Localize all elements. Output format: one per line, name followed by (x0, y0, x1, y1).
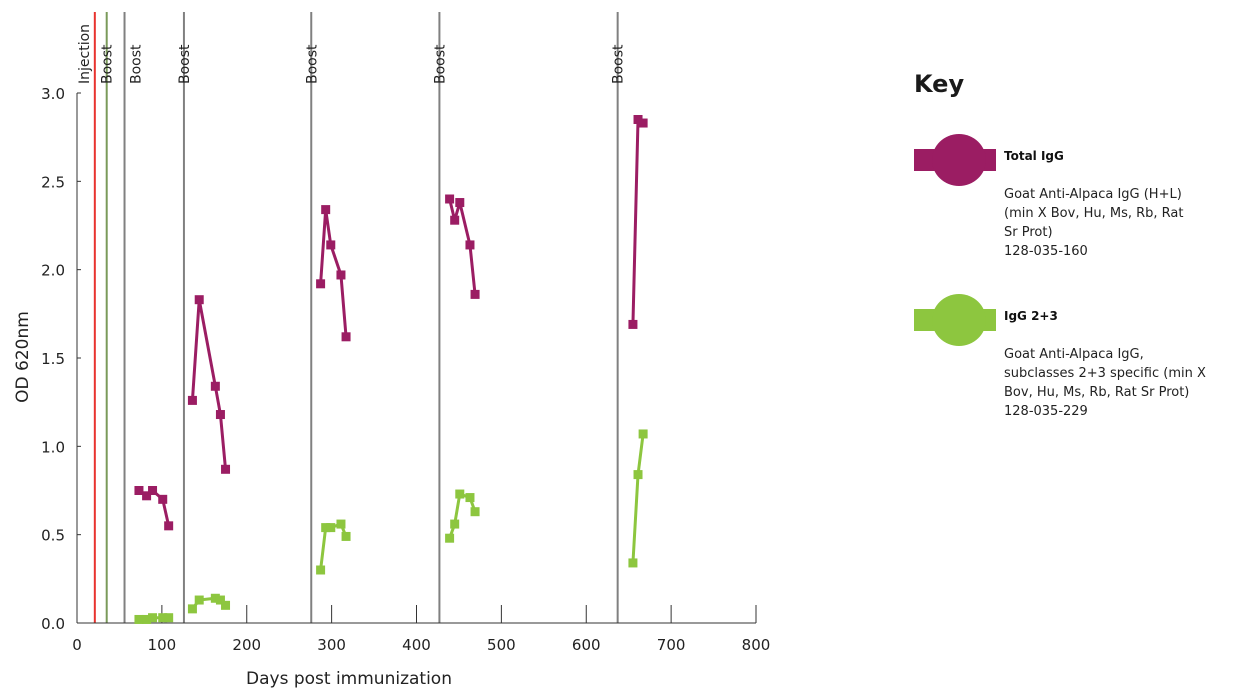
y-tick-label: 1.0 (41, 438, 65, 456)
event-label: Injection (77, 24, 93, 84)
event-label: Boost (611, 44, 627, 84)
data-point (321, 205, 331, 215)
series-line (631, 118, 644, 325)
data-point (194, 295, 204, 305)
data-point (316, 279, 326, 289)
igg-2-3-swatch (914, 294, 996, 348)
data-point (194, 595, 204, 605)
x-axis-label: Days post immunization (246, 669, 452, 689)
desc-line: subclasses 2+3 specific (min X (1004, 366, 1206, 381)
key-item-description: Goat Anti-Alpaca IgG (H+L) (min X Bov, H… (1004, 185, 1219, 261)
x-tick-label: 700 (657, 636, 686, 654)
data-point (158, 613, 168, 623)
x-tick-label: 200 (232, 636, 261, 654)
data-point (142, 614, 152, 624)
legend-key: Key Total IgG Goat Anti-Alpaca IgG (H+L)… (914, 70, 1214, 460)
data-point (187, 395, 197, 405)
igg-2-3-swatch-ball (932, 294, 986, 346)
event-label: Boost (304, 44, 320, 84)
desc-line: 128-035-160 (1004, 244, 1088, 259)
data-point (628, 558, 638, 568)
desc-line: Bov, Hu, Ms, Rb, Rat Sr Prot) (1004, 385, 1190, 400)
key-title: Key (914, 70, 965, 98)
data-point (164, 521, 174, 531)
data-point (455, 489, 465, 499)
data-point (633, 470, 643, 480)
axes: 0 100 200 300 400 500 600 700 800 0.0 0.5 1.0 1.5 2.0… (41, 85, 770, 654)
y-tick-label: 1.5 (41, 350, 65, 368)
data-point (341, 531, 351, 541)
y-tick-label: 0.0 (41, 615, 65, 633)
x-tick-label: 800 (742, 636, 771, 654)
data-point (465, 493, 475, 503)
desc-line: Goat Anti-Alpaca IgG (H+L) (1004, 187, 1182, 202)
data-point (321, 523, 331, 533)
x-tick-label: 600 (572, 636, 601, 654)
data-point (628, 319, 638, 329)
desc-line: Sr Prot) (1004, 225, 1053, 240)
key-item-name: Total IgG (1004, 149, 1064, 163)
x-tick-label: 100 (148, 636, 177, 654)
data-point (164, 613, 174, 623)
key-item-igg-2-3: IgG 2+3 Goat Anti-Alpaca IgG, subclasses… (914, 294, 1214, 420)
desc-line: 128-035-229 (1004, 404, 1088, 419)
desc-line: (min X Bov, Hu, Ms, Rb, Rat (1004, 206, 1184, 221)
series-line (190, 298, 228, 470)
data-point (336, 270, 346, 280)
data-point (134, 486, 144, 495)
od-chart: Injection Boost Boost Boost Boost Boost Boost … (13, 12, 770, 689)
series-line (631, 433, 645, 564)
y-tick-label: 3.0 (41, 85, 65, 103)
data-point (470, 507, 480, 517)
data-point (326, 523, 336, 533)
x-tick-label: 400 (402, 636, 431, 654)
x-tick-label: 500 (487, 636, 516, 654)
data-point (465, 240, 475, 250)
key-item-name: IgG 2+3 (1004, 309, 1058, 323)
data-point (341, 332, 351, 342)
data-point (215, 410, 225, 420)
data-point (638, 118, 648, 128)
data-point (336, 519, 346, 529)
data-point (450, 215, 460, 225)
data-point (158, 494, 168, 504)
data-point (455, 198, 465, 208)
key-item-total-igg: Total IgG Goat Anti-Alpaca IgG (H+L) (mi… (914, 134, 1214, 260)
event-label: Boost (177, 44, 193, 84)
y-tick-label: 2.0 (41, 262, 65, 280)
total-igg-swatch (914, 134, 996, 188)
data-point (470, 289, 480, 299)
data-point (210, 381, 220, 391)
event-label: Boost (129, 44, 145, 84)
data-point (187, 604, 197, 614)
data-point (221, 600, 231, 610)
data-point (148, 613, 158, 623)
y-tick-label: 0.5 (41, 527, 65, 545)
data-point (210, 593, 220, 603)
desc-line: Goat Anti-Alpaca IgG, (1004, 347, 1144, 362)
data-point (633, 115, 643, 124)
data-point (142, 491, 152, 501)
data-point (445, 194, 455, 204)
data-point (445, 533, 455, 543)
x-tick-label: 300 (317, 636, 346, 654)
data-point (148, 486, 158, 495)
data-point (316, 565, 326, 575)
data-series (134, 115, 648, 624)
data-point (134, 614, 144, 624)
data-point (221, 464, 231, 474)
event-label: Boost (100, 44, 116, 84)
data-point (638, 429, 648, 439)
data-point (326, 240, 336, 250)
x-tick-label: 0 (72, 636, 82, 654)
event-lines: Injection Boost Boost Boost Boost Boost Boost (77, 12, 627, 623)
event-label: Boost (432, 44, 448, 84)
key-item-description: Goat Anti-Alpaca IgG, subclasses 2+3 spe… (1004, 345, 1219, 421)
y-tick-label: 2.5 (41, 173, 65, 191)
y-axis-label: OD 620nm (13, 311, 33, 403)
data-point (450, 519, 460, 529)
total-igg-swatch-ball (932, 134, 986, 186)
data-point (215, 595, 225, 605)
